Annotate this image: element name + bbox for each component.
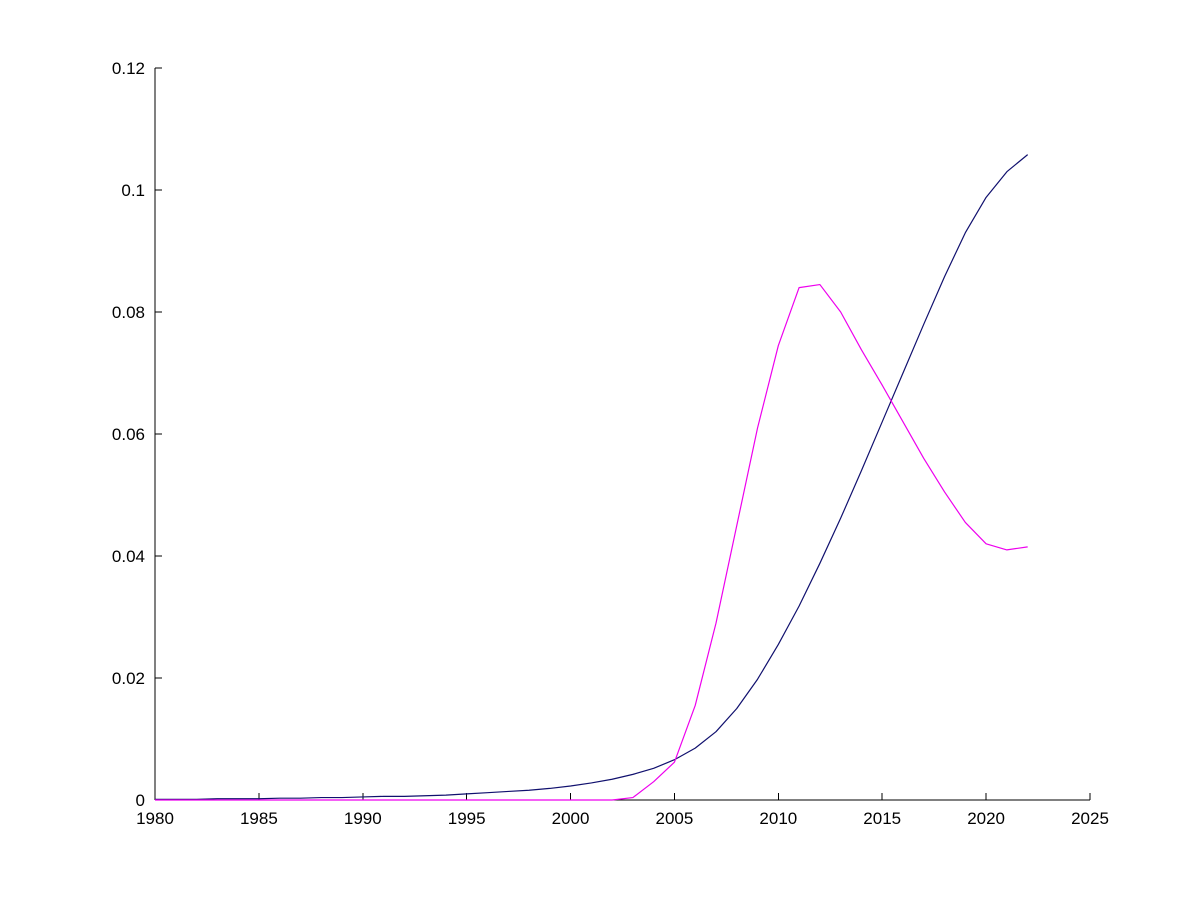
y-tick-label: 0.08 — [112, 303, 145, 322]
x-tick-label: 2015 — [863, 809, 901, 828]
x-tick-label: 1980 — [136, 809, 174, 828]
cumulative-curve-line — [155, 154, 1029, 800]
x-tick-label: 2020 — [967, 809, 1005, 828]
x-tick-label: 1985 — [240, 809, 278, 828]
x-tick-label: 2000 — [552, 809, 590, 828]
y-tick-label: 0.04 — [112, 547, 145, 566]
x-tick-label: 1990 — [344, 809, 382, 828]
x-tick-label: 1995 — [448, 809, 486, 828]
x-tick-label: 2010 — [759, 809, 797, 828]
y-tick-label: 0 — [136, 791, 145, 810]
y-tick-label: 0.12 — [112, 59, 145, 78]
y-tick-label: 0.1 — [121, 181, 145, 200]
y-tick-label: 0.06 — [112, 425, 145, 444]
x-tick-label: 2005 — [656, 809, 694, 828]
rate-curve-line — [155, 283, 1028, 801]
x-tick-label: 2025 — [1071, 809, 1109, 828]
y-tick-label: 0.02 — [112, 669, 145, 688]
